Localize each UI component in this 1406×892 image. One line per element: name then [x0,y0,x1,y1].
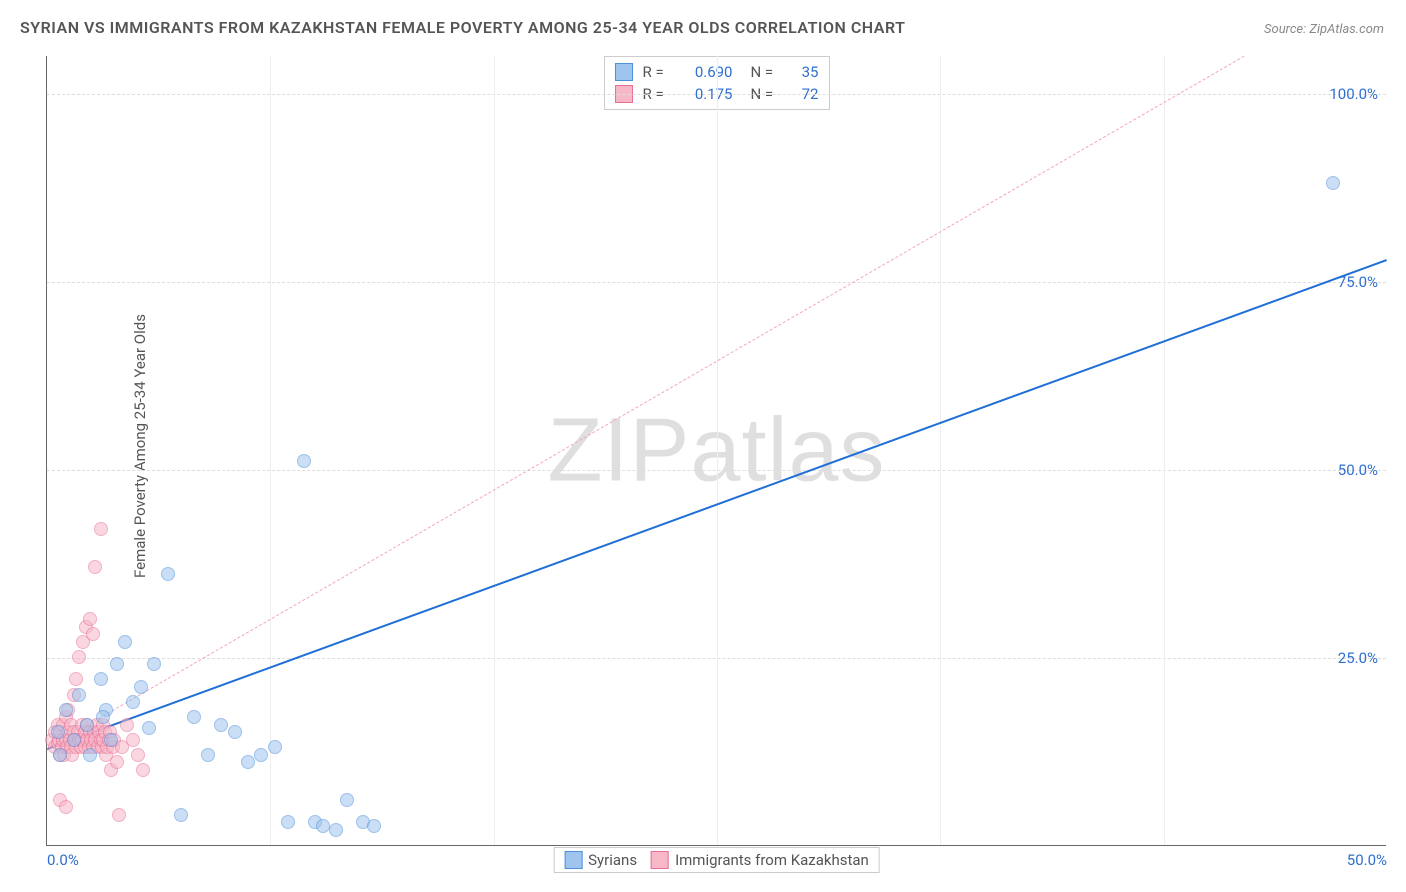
gridline-v [494,56,495,845]
x-tick-label: 0.0% [47,851,79,869]
legend-n-value: 35 [789,63,819,81]
data-point [187,710,201,724]
data-point [53,748,67,762]
data-point [112,808,126,822]
data-point [201,748,215,762]
data-point [142,721,156,735]
legend-series-name: Immigrants from Kazakhstan [675,851,869,869]
data-point [147,657,161,671]
data-point [94,522,108,536]
data-point [329,823,343,837]
series-legend: Syrians Immigrants from Kazakhstan [553,847,880,873]
data-point [161,567,175,581]
scatter-plot: ZIPatlas R =0.690N =35R =0.175N =72 Syri… [46,56,1386,846]
data-point [136,763,150,777]
data-point [69,672,83,686]
trend-line [47,56,1244,749]
data-point [104,733,118,747]
legend-swatch [651,851,669,869]
data-point [94,672,108,686]
data-point [83,748,97,762]
data-point [126,733,140,747]
x-tick-label: 50.0% [1347,851,1387,869]
data-point [367,819,381,833]
gridline-v [717,56,718,845]
data-point [118,635,132,649]
data-point [51,725,65,739]
data-point [241,755,255,769]
watermark-thin: atlas [690,400,885,500]
data-point [110,755,124,769]
data-point [297,454,311,468]
gridline-v [940,56,941,845]
data-point [214,718,228,732]
data-point [86,627,100,641]
gridline-v [1164,56,1165,845]
gridline-v [270,56,271,845]
data-point [96,710,110,724]
data-point [268,740,282,754]
watermark-bold: ZIP [547,400,690,500]
data-point [131,748,145,762]
data-point [228,725,242,739]
data-point [88,560,102,574]
chart-title: SYRIAN VS IMMIGRANTS FROM KAZAKHSTAN FEM… [20,18,905,37]
y-tick-label: 25.0% [1338,649,1378,667]
data-point [281,815,295,829]
legend-item: Syrians [564,851,637,869]
legend-r-label: R = [643,63,671,81]
data-point [120,718,134,732]
data-point [316,819,330,833]
legend-swatch [564,851,582,869]
data-point [110,657,124,671]
data-point [1326,176,1340,190]
data-point [254,748,268,762]
data-point [72,688,86,702]
data-point [80,718,94,732]
y-tick-label: 100.0% [1329,85,1378,103]
data-point [126,695,140,709]
legend-n-label: N = [751,63,779,81]
data-point [174,808,188,822]
data-point [67,733,81,747]
legend-series-name: Syrians [588,851,637,869]
data-point [134,680,148,694]
legend-swatch [615,63,633,81]
data-point [59,703,73,717]
legend-item: Immigrants from Kazakhstan [651,851,869,869]
data-point [340,793,354,807]
y-tick-label: 50.0% [1338,461,1378,479]
data-point [72,650,86,664]
data-point [59,800,73,814]
legend-r-value: 0.690 [681,63,733,81]
data-point [83,612,97,626]
source-label: Source: ZipAtlas.com [1264,22,1384,37]
